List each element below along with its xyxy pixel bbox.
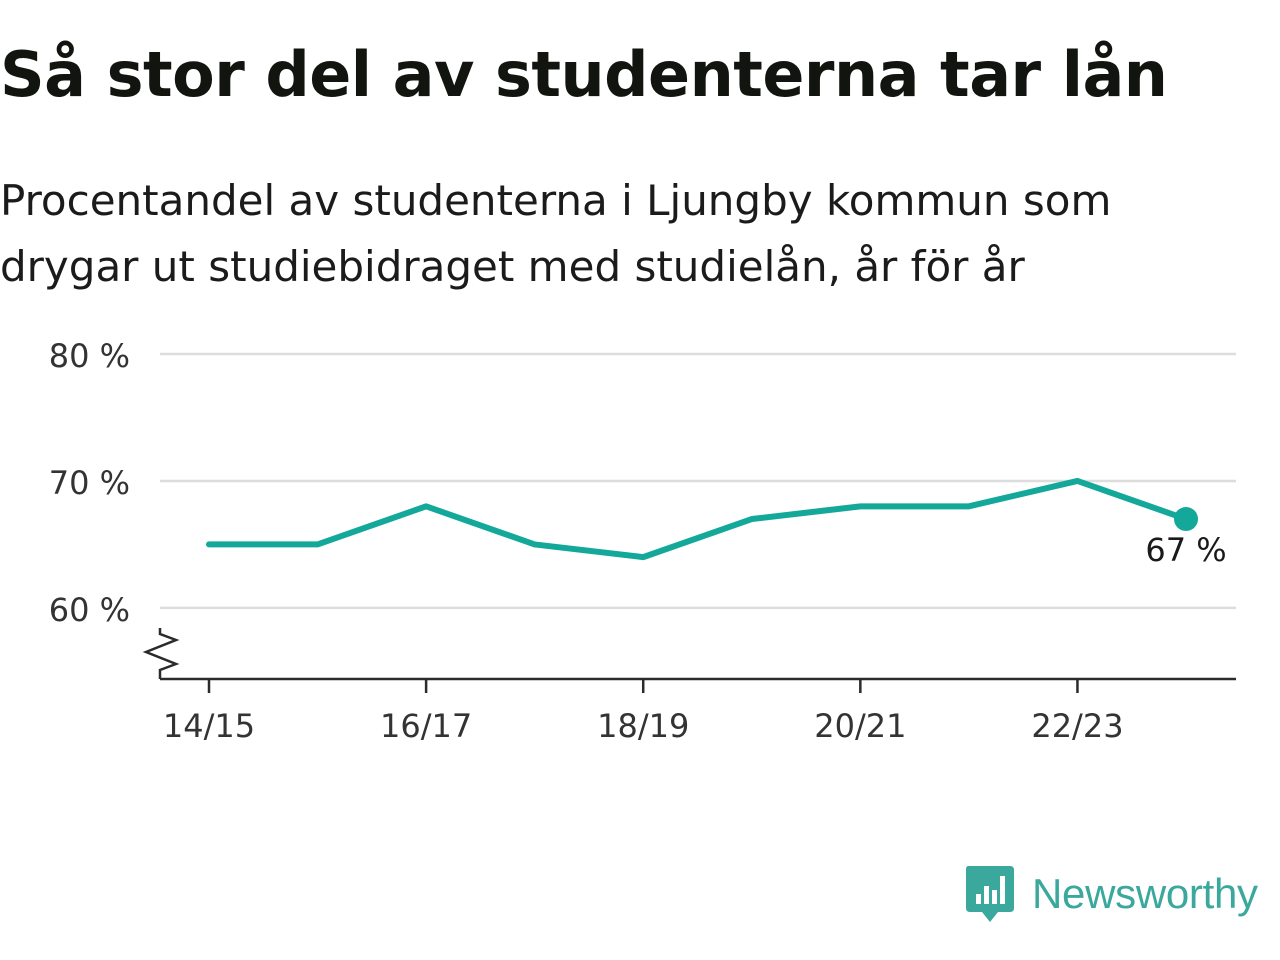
newsworthy-logo[interactable]: Newsworthy [964, 864, 1258, 924]
brand-name: Newsworthy [1032, 870, 1258, 917]
y-axis-break-icon [142, 628, 180, 679]
chart-title: Så stor del av studenterna tar lån [0, 38, 1168, 111]
x-tick-label: 20/21 [814, 707, 906, 745]
series-line [206, 477, 1189, 561]
x-tick-label: 22/23 [1031, 707, 1123, 745]
x-ticks: 14/15 16/17 18/19 20/21 22/23 [163, 679, 1124, 745]
line-chart: 60 % 70 % 80 % 14/15 16/17 18/19 20/21 22/23 6… [49, 337, 1236, 745]
y-tick-label: 80 % [49, 337, 130, 375]
grid-lines [160, 352, 1236, 610]
y-tick-labels: 60 % 70 % 80 % [49, 337, 130, 629]
last-value-label: 67 % [1145, 531, 1226, 569]
y-tick-label: 70 % [49, 464, 130, 502]
y-tick-label: 60 % [49, 591, 130, 629]
data-series [206, 477, 1198, 561]
chart-subtitle: Procentandel av studenterna i Ljungby ko… [0, 176, 1112, 291]
last-point-marker [1174, 507, 1198, 532]
newsworthy-bar-chart-icon [966, 866, 1014, 922]
x-tick-label: 18/19 [597, 707, 689, 745]
x-tick-label: 14/15 [163, 707, 255, 745]
x-tick-label: 16/17 [380, 707, 472, 745]
x-axis [142, 628, 1236, 681]
data-labels: 67 % [1145, 531, 1226, 569]
